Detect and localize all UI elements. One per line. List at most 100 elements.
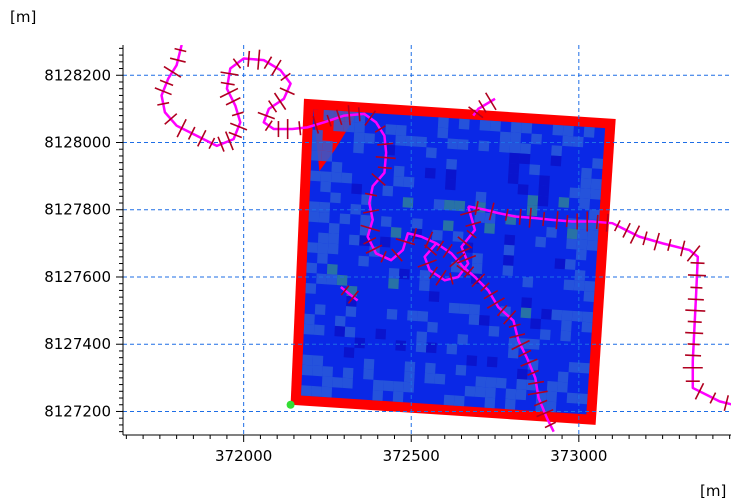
cross-section: [466, 229, 477, 239]
bathymetry-cell: [392, 391, 404, 403]
cross-section: [268, 100, 278, 113]
bathymetry-cell: [353, 132, 365, 144]
bathymetry-cell: [428, 291, 440, 303]
cross-section: [685, 331, 704, 335]
cross-section: [436, 240, 445, 252]
bathymetry-cell: [546, 381, 558, 392]
cross-section: [613, 219, 621, 232]
cross-section: [279, 87, 295, 96]
bathymetry-cell: [415, 341, 427, 353]
cross-section: [687, 343, 700, 346]
cross-section: [629, 225, 641, 244]
bathymetry-cell: [404, 361, 416, 373]
cross-section: [565, 215, 569, 228]
bathymetry-cell: [468, 314, 480, 326]
bathymetry-cell: [317, 232, 329, 244]
bathymetry-cell: [590, 178, 602, 190]
bathymetry-cell: [411, 218, 423, 230]
cross-section: [544, 421, 557, 429]
y-tick-label: 8127200: [44, 402, 111, 420]
bathymetry-cell: [312, 365, 323, 377]
cross-section: [480, 282, 490, 292]
bathymetry-cell: [478, 140, 490, 152]
y-tick-label: 8128200: [44, 66, 111, 84]
bathymetry-cell: [538, 185, 550, 197]
cross-section: [164, 113, 178, 125]
bathymetry-cell: [334, 325, 346, 337]
bathymetry-cell: [327, 243, 339, 255]
cross-section: [622, 222, 631, 238]
bathymetry-cell: [584, 280, 596, 292]
bathymetry-cell: [319, 201, 331, 213]
bathymetry-cell: [474, 212, 486, 223]
cross-section: [428, 266, 439, 280]
bathymetry-cell: [546, 227, 558, 238]
cross-section: [335, 109, 343, 126]
cross-section: [471, 273, 486, 288]
river-branch: [467, 205, 731, 406]
bathymetry-cell: [507, 347, 519, 359]
cross-section: [527, 369, 540, 376]
bathymetry-cell: [568, 361, 580, 373]
bathymetry-cell: [386, 308, 398, 320]
bathymetry-cell: [457, 334, 469, 345]
bathymetry-cell: [416, 136, 427, 148]
axes-layer: 372000 372500 373000 8127200 8127400 8127600 8…: [44, 45, 731, 465]
cross-section: [423, 244, 438, 256]
bathymetry-cell: [576, 393, 588, 405]
bathymetry-cell: [326, 274, 338, 286]
cross-section: [435, 269, 447, 286]
cross-section: [536, 408, 554, 418]
cross-section: [360, 224, 380, 232]
bathymetry-cell: [333, 120, 345, 132]
cross-section: [340, 285, 350, 296]
cross-section: [232, 58, 242, 69]
bathymetry-cell: [424, 372, 436, 384]
river-branch: [423, 206, 477, 282]
cross-section: [264, 120, 273, 132]
bathymetry-cell: [380, 216, 392, 228]
cross-section: [686, 245, 701, 262]
bathymetry-cell: [330, 192, 341, 204]
bathymetry-cell: [354, 122, 365, 134]
bathymetry-cell: [405, 135, 417, 147]
bathymetry-cell: [364, 133, 375, 144]
cross-section: [508, 323, 521, 328]
cross-section: [371, 172, 386, 187]
cross-section: [642, 231, 648, 246]
cross-section: [263, 56, 273, 70]
bathymetry-cell: [398, 268, 410, 280]
bathymetry-cell: [488, 325, 500, 337]
cross-section: [457, 236, 473, 249]
bathymetry-cell: [416, 331, 428, 343]
cross-section: [465, 221, 482, 227]
bathymetry-cell: [450, 261, 462, 273]
bathymetry-cell: [522, 276, 534, 288]
bathymetry-cell: [538, 175, 550, 187]
cross-section: [520, 358, 538, 367]
bathymetry-cell: [383, 380, 394, 392]
cross-section: [257, 111, 275, 120]
bathymetry-cell: [560, 320, 572, 332]
bathymetry-cell: [484, 397, 496, 409]
bathymetry-cell: [382, 185, 394, 197]
bathymetry-cell: [437, 127, 449, 139]
bathymetry-cell: [345, 306, 357, 318]
bathymetry-cell: [304, 313, 315, 325]
bathymetry-cell: [516, 368, 528, 380]
bathymetry-cell: [572, 136, 584, 148]
plot-area: [123, 45, 731, 435]
y-tick-label: 8127600: [44, 268, 111, 286]
bathymetry-cell: [499, 131, 511, 143]
cross-section: [667, 239, 672, 252]
bathymetry-cell: [328, 222, 340, 234]
y-tick-label: 8128000: [44, 134, 111, 152]
bathymetry-cell: [305, 282, 317, 294]
cross-section: [687, 298, 704, 301]
bathymetry-cell: [301, 364, 313, 376]
bathymetry-cell: [306, 262, 318, 274]
bathymetry-cell: [558, 197, 570, 208]
cross-section: [208, 137, 216, 150]
cross-section: [280, 72, 291, 82]
river-branch: [472, 97, 496, 117]
